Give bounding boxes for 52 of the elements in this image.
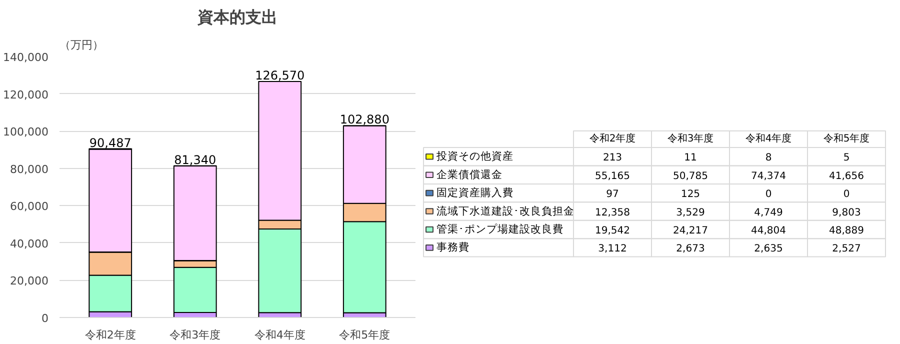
category-label: 令和5年度 bbox=[823, 132, 870, 145]
data-label: 2,527 bbox=[832, 244, 861, 255]
data-label: 41,656 bbox=[829, 170, 864, 182]
y-tick-label: 20,000 bbox=[10, 274, 49, 288]
data-label: 48,889 bbox=[829, 225, 864, 236]
y-tick-label: 140,000 bbox=[3, 51, 49, 64]
x-tick-label: 令和2年度 bbox=[84, 328, 136, 342]
total-label: 102,880 bbox=[340, 112, 390, 127]
y-axis-title: （万円） bbox=[60, 38, 104, 52]
data-label: 0 bbox=[765, 189, 772, 200]
data-label: 0 bbox=[843, 189, 850, 200]
legend-label: 管渠･ポンプ場建設改良費 bbox=[436, 222, 564, 236]
data-label: 8 bbox=[765, 152, 772, 164]
legend-label: 企業債償還金 bbox=[436, 168, 502, 181]
data-label: 125 bbox=[680, 189, 700, 200]
y-tick-label: 80,000 bbox=[10, 162, 49, 176]
data-label: 5 bbox=[843, 152, 850, 164]
data-label: 19,542 bbox=[595, 225, 630, 236]
y-tick-label: 60,000 bbox=[10, 200, 49, 214]
category-label: 令和2年度 bbox=[589, 132, 636, 145]
x-tick-label: 令和4年度 bbox=[254, 328, 306, 342]
data-label: 24,217 bbox=[673, 225, 708, 236]
category-label: 令和3年度 bbox=[667, 132, 714, 145]
data-label: 55,165 bbox=[595, 170, 630, 182]
data-label: 2,635 bbox=[754, 244, 783, 255]
total-label: 126,570 bbox=[255, 68, 305, 83]
y-tick-label: 100,000 bbox=[3, 126, 49, 139]
data-label: 44,804 bbox=[751, 225, 786, 236]
data-label: 2,673 bbox=[676, 244, 705, 255]
x-tick-label: 令和5年度 bbox=[339, 328, 390, 342]
legend-label: 流域下水道建設･改良負担金 bbox=[436, 204, 574, 218]
chart-title: 資本的支出 bbox=[196, 8, 278, 26]
total-label: 90,487 bbox=[89, 136, 132, 150]
data-label: 11 bbox=[684, 152, 697, 164]
category-label: 令和4年度 bbox=[745, 132, 792, 145]
y-tick-label: 40,000 bbox=[10, 237, 49, 250]
data-label: 4,749 bbox=[754, 207, 783, 218]
data-label: 213 bbox=[602, 152, 622, 164]
data-label: 97 bbox=[606, 189, 619, 200]
data-label: 3,529 bbox=[676, 207, 705, 218]
data-label: 9,803 bbox=[832, 207, 861, 218]
data-label: 74,374 bbox=[751, 170, 786, 182]
data-label: 3,112 bbox=[598, 244, 627, 255]
legend-label: 事務費 bbox=[436, 240, 470, 254]
total-label: 81,340 bbox=[174, 152, 216, 167]
y-tick-label: 0 bbox=[42, 312, 48, 325]
legend-label: 固定資産購入費 bbox=[436, 186, 514, 200]
y-tick-label: 120,000 bbox=[3, 88, 49, 102]
data-label: 50,785 bbox=[673, 170, 708, 182]
legend-label: 投資その他資産 bbox=[436, 150, 514, 163]
x-tick-label: 令和3年度 bbox=[170, 328, 221, 342]
data-label: 12,358 bbox=[595, 207, 630, 218]
